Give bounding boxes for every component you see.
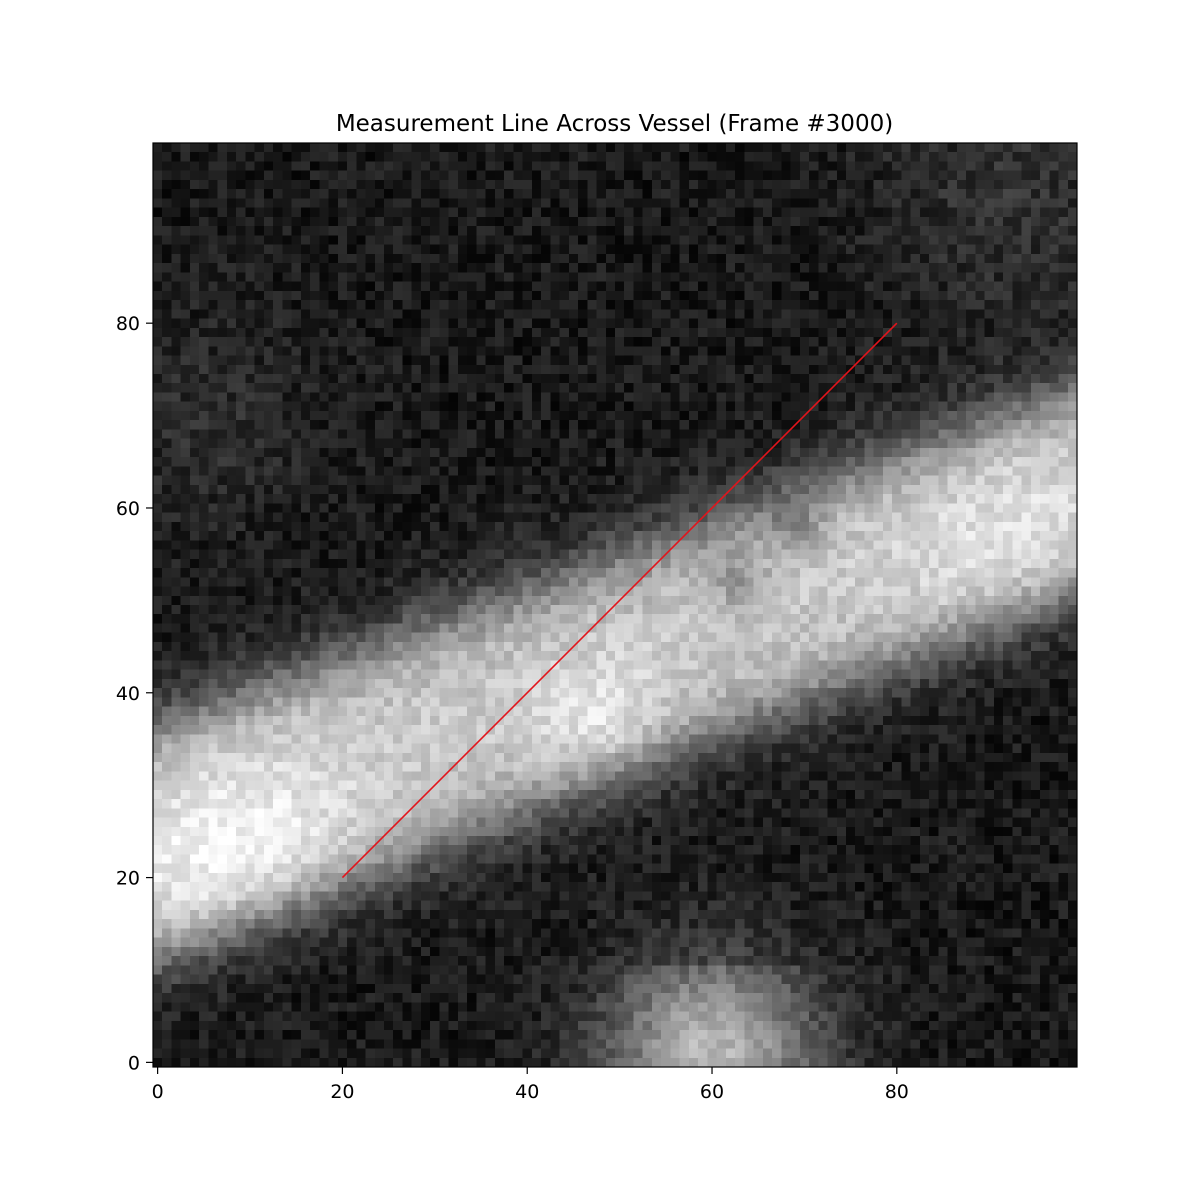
y-tick-label: 0 bbox=[128, 1052, 140, 1074]
x-axis: 0 20 40 60 80 bbox=[152, 1067, 909, 1103]
y-axis: 0 20 40 60 80 bbox=[116, 313, 153, 1074]
x-tick-label: 40 bbox=[515, 1081, 539, 1103]
x-tick-label: 20 bbox=[330, 1081, 354, 1103]
plot-area bbox=[152, 142, 1078, 1068]
chart-title: Measurement Line Across Vessel (Frame #3… bbox=[336, 111, 893, 137]
y-tick-label: 40 bbox=[116, 683, 140, 705]
y-tick-label: 60 bbox=[116, 498, 140, 520]
measurement-line bbox=[341, 322, 898, 879]
x-tick-label: 60 bbox=[700, 1081, 724, 1103]
y-tick-label: 80 bbox=[116, 313, 140, 335]
y-tick-label: 20 bbox=[116, 868, 140, 890]
x-tick-label: 80 bbox=[885, 1081, 909, 1103]
axes-frame bbox=[152, 142, 1078, 1068]
x-tick-label: 0 bbox=[152, 1081, 164, 1103]
